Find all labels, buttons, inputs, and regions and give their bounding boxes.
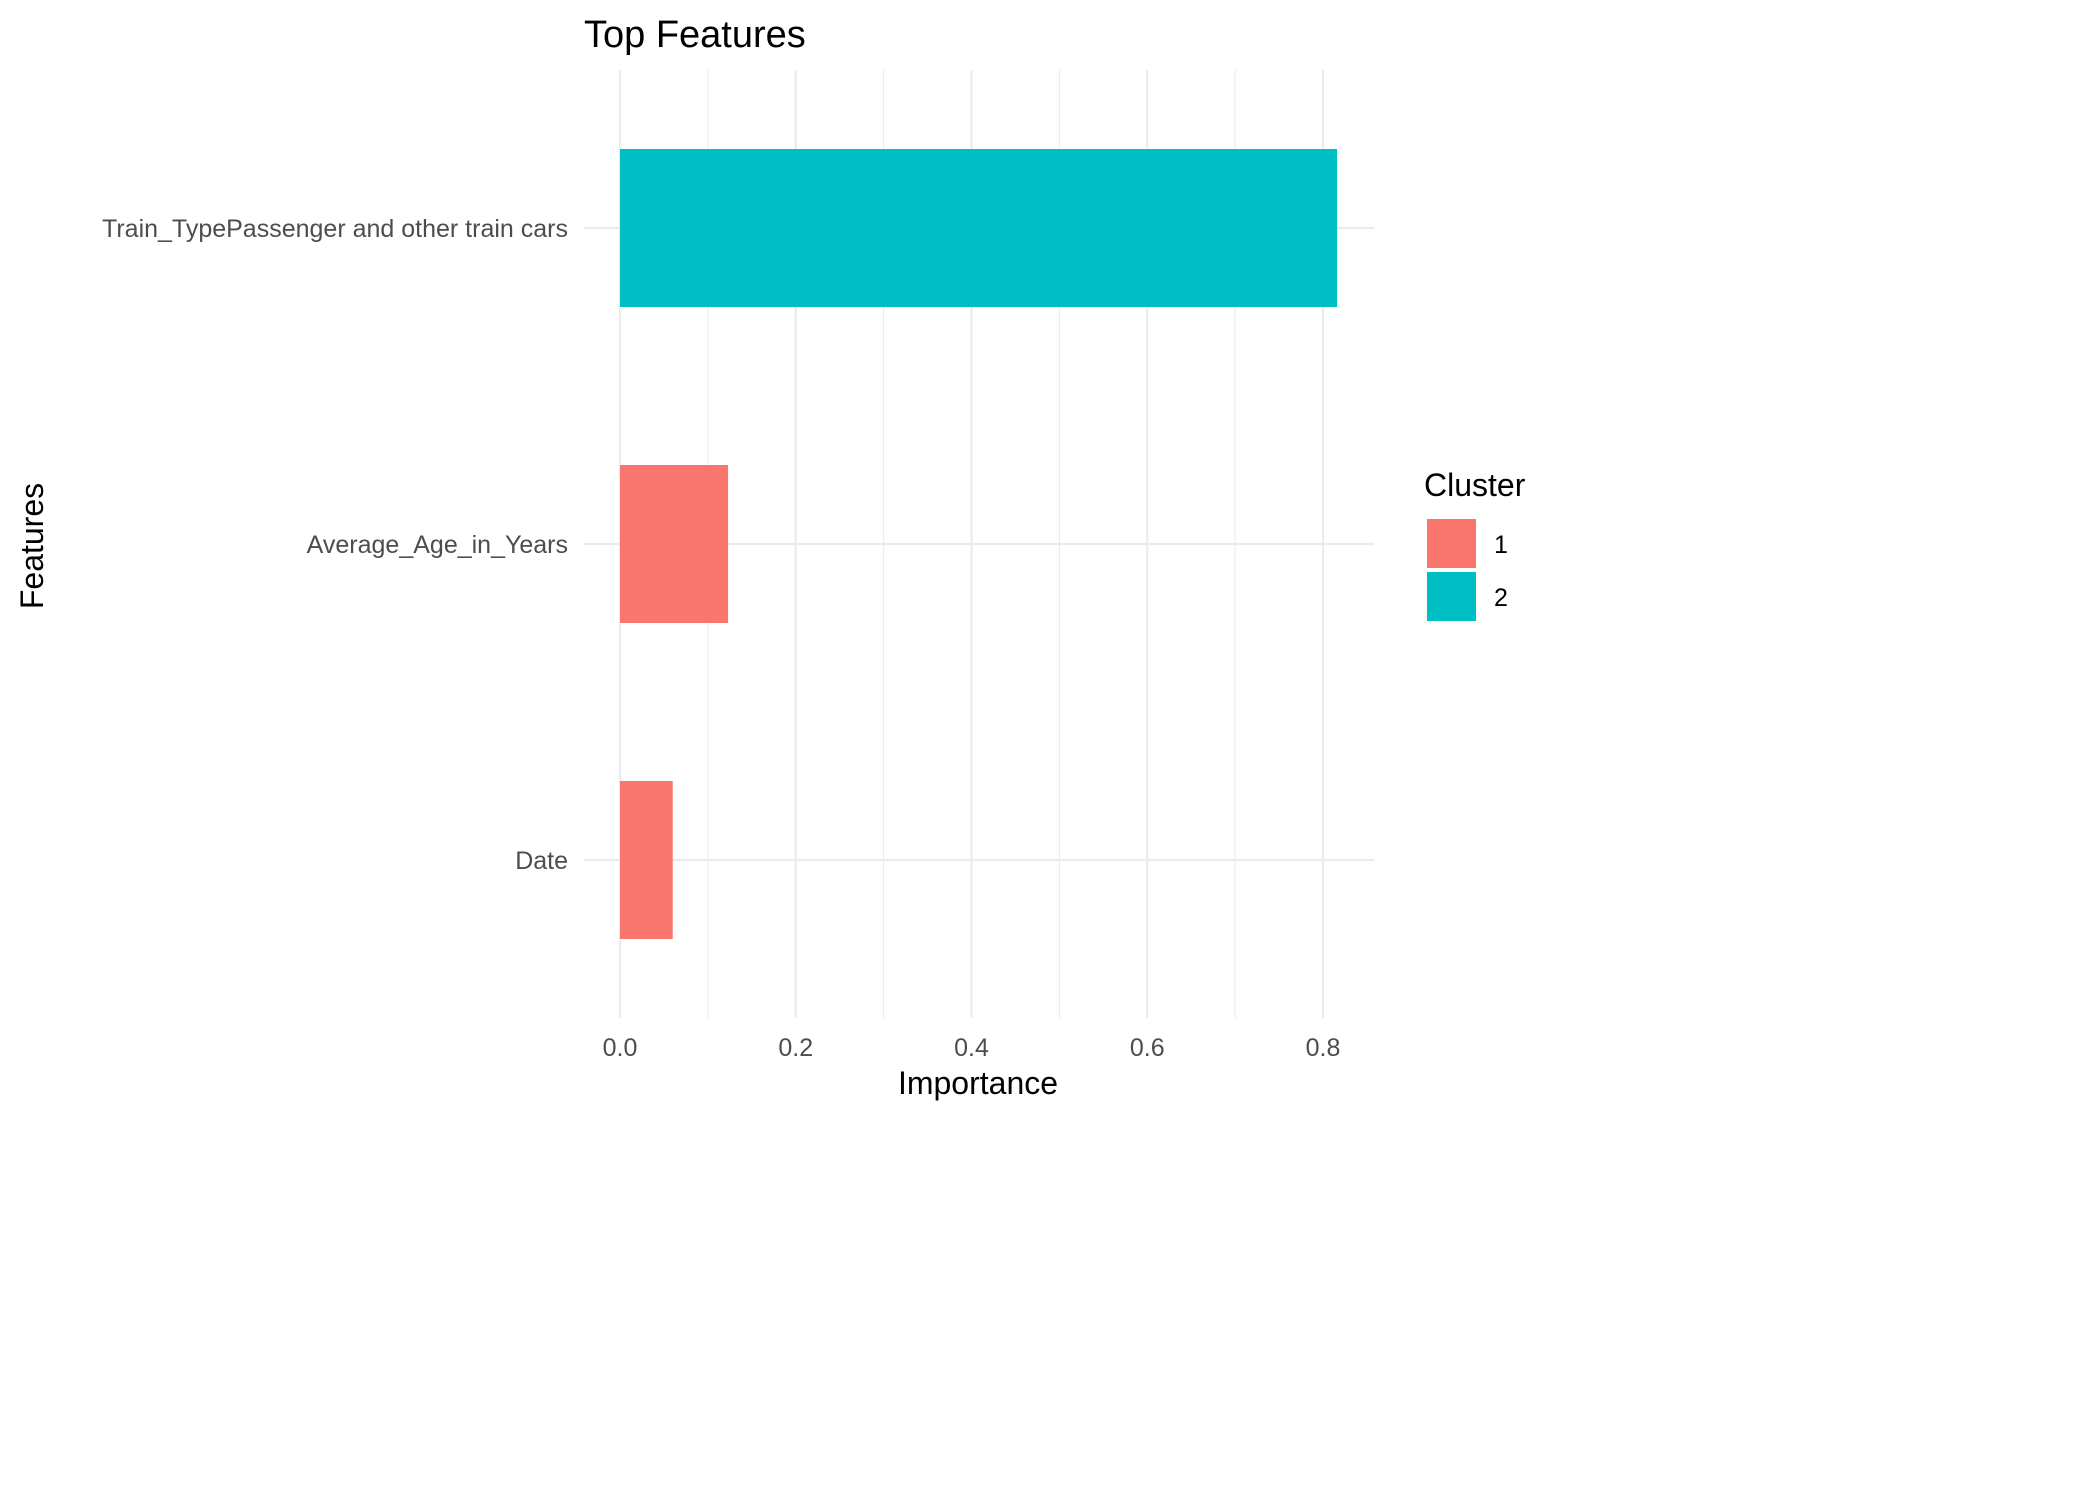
- feature-importance-chart: Top Features Train_TypePassenger and oth…: [14, 14, 1526, 1101]
- x-axis-title: Importance: [898, 1065, 1058, 1101]
- legend-title: Cluster: [1424, 467, 1526, 503]
- legend-label-1: 1: [1494, 531, 1508, 559]
- legend-key-2: [1427, 572, 1476, 621]
- y-tick-label: Average_Age_in_Years: [307, 531, 568, 559]
- x-tick-label: 0.4: [954, 1034, 989, 1062]
- x-tick-label: 0.0: [603, 1034, 638, 1062]
- y-axis-title: Features: [14, 483, 50, 609]
- bar-date: [620, 781, 673, 939]
- x-tick-label: 0.6: [1130, 1034, 1165, 1062]
- legend-label-2: 2: [1494, 584, 1508, 612]
- y-tick-label: Train_TypePassenger and other train cars: [102, 215, 568, 243]
- x-tick-label: 0.2: [778, 1034, 813, 1062]
- bar-average-age-in-years: [620, 465, 729, 623]
- y-axis-tick-labels: Train_TypePassenger and other train cars…: [102, 215, 568, 875]
- y-tick-label: Date: [515, 847, 568, 875]
- x-axis-tick-labels: 0.0 0.2 0.4 0.6 0.8: [603, 1034, 1341, 1062]
- legend-key-1: [1427, 519, 1476, 568]
- bars: [620, 149, 1338, 939]
- x-tick-label: 0.8: [1306, 1034, 1341, 1062]
- legend: Cluster 1 2: [1424, 467, 1526, 621]
- bar-train-typepassenger-and-other-train-cars: [620, 149, 1338, 307]
- chart-title: Top Features: [584, 14, 806, 56]
